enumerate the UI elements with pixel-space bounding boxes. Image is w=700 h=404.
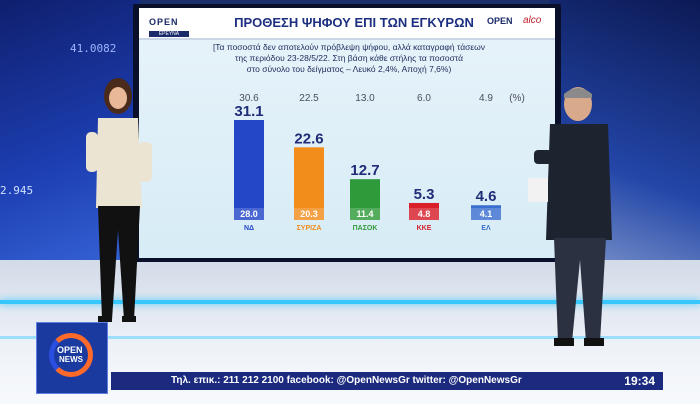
news-ticker: Τηλ. επικ.: 211 212 2100 facebook: @Open… [111, 372, 663, 390]
base-value-label: 20.3 [300, 209, 318, 219]
bar [294, 147, 324, 220]
previous-label: 13.0 [355, 93, 375, 104]
bar-value-label: 4.6 [476, 188, 497, 205]
ticker-text: Τηλ. επικ.: 211 212 2100 facebook: @Open… [171, 375, 522, 386]
brand-text: OPEN [149, 17, 179, 27]
bar [234, 120, 264, 220]
note-line: της περιόδου 23-28/5/22. Στη βάση κάθε σ… [235, 53, 463, 63]
bar-base [409, 208, 439, 220]
bar [471, 205, 501, 220]
previous-label: 30.6 [239, 93, 259, 104]
brand-logo-right: OPEN [487, 16, 513, 26]
video-wall: OPEN ΕΡΕΥΝΑ ΠΡΟΘΕΣΗ ΨΗΦΟΥ ΕΠΙ ΤΩΝ ΕΓΚΥΡΩ… [133, 4, 561, 262]
floor-light [0, 336, 700, 339]
party-logo: KKE [417, 225, 432, 232]
wall-number: 41.0082 [70, 42, 117, 55]
brand-logo-left: OPEN ΕΡΕΥΝΑ [149, 12, 189, 37]
pollster-logo: alco [523, 15, 542, 26]
bar [409, 202, 439, 220]
channel-logo: OPEN NEWS [36, 322, 108, 394]
bar-value-label: 22.6 [294, 130, 323, 147]
chart-panel: OPEN ΕΡΕΥΝΑ ΠΡΟΘΕΣΗ ΨΗΦΟΥ ΕΠΙ ΤΩΝ ΕΓΚΥΡΩ… [139, 8, 555, 258]
party-logo: ΝΔ [244, 225, 254, 232]
wall-number: 2.945 [0, 184, 34, 197]
chart-note: [Τα ποσοστά δεν αποτελούν πρόβλεψη ψήφου… [179, 42, 519, 75]
bar-chart: 30.631.1 28.0 ΝΔ 22.5 22.6 20.3 ΣΥΡΙΖΑ 13.0 12.7… [234, 93, 525, 232]
logo-text: NEWS [59, 355, 83, 364]
presenter-male [528, 87, 612, 346]
party-logo: ΣΥΡΙΖΑ [297, 225, 322, 232]
brand-subtext: ΕΡΕΥΝΑ [149, 31, 189, 37]
bar-base [234, 208, 264, 220]
note-line: στο σύνολο του δείγματος – Λευκό 2,4%, Α… [246, 64, 452, 74]
note-line: [Τα ποσοστά δεν αποτελούν πρόβλεψη ψήφου… [212, 42, 486, 52]
base-value-label: 28.0 [240, 209, 258, 219]
party-logo: ΠΑΣΟΚ [353, 225, 378, 232]
previous-label: 22.5 [299, 93, 319, 104]
logo-ring-icon [49, 333, 93, 377]
previous-label: 6.0 [417, 93, 431, 104]
bar-value-label: 12.7 [350, 162, 379, 179]
previous-label: 4.9 [479, 93, 493, 104]
bar-value-label: 5.3 [414, 186, 435, 203]
bar-value-label: 31.1 [234, 103, 263, 120]
logo-text: OPEN [57, 345, 83, 355]
chart-header: OPEN ΕΡΕΥΝΑ ΠΡΟΘΕΣΗ ΨΗΦΟΥ ΕΠΙ ΤΩΝ ΕΓΚΥΡΩ… [139, 8, 555, 40]
floor-light [0, 300, 700, 304]
base-value-label: 4.8 [418, 209, 431, 219]
party-logo: ΕΛ [481, 225, 491, 232]
bar-base [350, 208, 380, 220]
presenter-female [86, 78, 152, 322]
unit-label: (%) [509, 93, 525, 104]
base-value-label: 11.4 [356, 209, 373, 219]
bar [350, 179, 380, 220]
chart-title: ΠΡΟΘΕΣΗ ΨΗΦΟΥ ΕΠΙ ΤΩΝ ΕΓΚΥΡΩΝ [234, 15, 474, 30]
clock: 19:34 [624, 374, 655, 388]
bar-base [471, 208, 501, 220]
bar-base [294, 208, 324, 220]
base-value-label: 4.1 [480, 209, 493, 219]
